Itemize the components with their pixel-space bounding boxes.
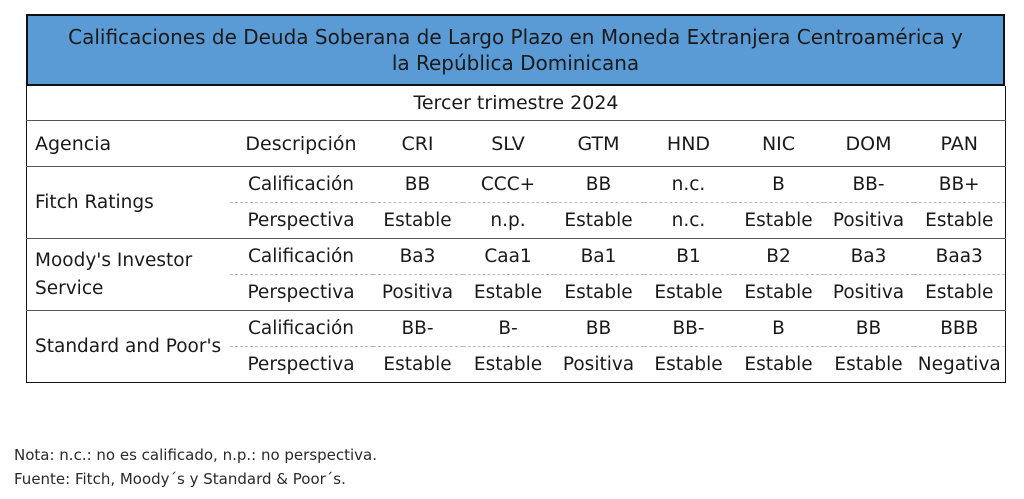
rating-cell: Estable <box>462 274 554 311</box>
rating-cell: B2 <box>733 238 824 275</box>
rating-cell: Ba3 <box>372 238 463 275</box>
rating-cell: Positiva <box>553 346 644 383</box>
rating-cell: CCC+ <box>462 166 554 203</box>
rating-cell: B <box>733 310 824 347</box>
rating-cell: Negativa <box>913 346 1006 383</box>
header-country: DOM <box>823 120 914 167</box>
header-country: CRI <box>372 120 463 167</box>
header-country: SLV <box>462 120 554 167</box>
row-description: Calificación <box>229 166 373 203</box>
ratings-body: Fitch Ratings Calificación BB CCC+ BB n.c. B BB… <box>26 166 1006 383</box>
row-description: Perspectiva <box>229 274 373 311</box>
header-country: PAN <box>913 120 1006 167</box>
rating-cell: BB- <box>372 310 463 347</box>
rating-cell: Ba3 <box>823 238 914 275</box>
rating-cell: B <box>733 166 824 203</box>
period-label: Tercer trimestre 2024 <box>26 86 1006 121</box>
row-description: Perspectiva <box>229 346 373 383</box>
rating-cell: Positiva <box>823 274 914 311</box>
rating-cell: B- <box>462 310 554 347</box>
ratings-table-container: Calificaciones de Deuda Soberana de Larg… <box>26 14 1006 383</box>
rating-cell: n.c. <box>643 166 734 203</box>
rating-cell: Ba1 <box>553 238 644 275</box>
header-description: Descripción <box>229 120 373 167</box>
table-row: Perspectiva Positiva Estable Estable Estable… <box>27 274 1006 311</box>
table-title: Calificaciones de Deuda Soberana de Larg… <box>26 14 1005 86</box>
agency-name: Fitch Ratings <box>26 166 230 239</box>
ratings-table: Tercer trimestre 2024 Agencia Descripció… <box>26 86 1006 383</box>
rating-cell: Estable <box>372 202 463 239</box>
footnotes: Nota: n.c.: no es calificado, n.p.: no p… <box>14 443 377 491</box>
period-row: Tercer trimestre 2024 <box>26 86 1006 121</box>
row-description: Calificación <box>229 238 373 275</box>
rating-cell: Estable <box>553 202 644 239</box>
table-row: Standard and Poor's Calificación BB- B- BB BB… <box>26 310 1006 383</box>
rating-cell: Estable <box>733 274 824 311</box>
header-country: NIC <box>733 120 824 167</box>
rating-cell: BBB <box>913 310 1006 347</box>
rating-cell: Estable <box>823 346 914 383</box>
row-description: Perspectiva <box>229 202 373 239</box>
rating-cell: Estable <box>733 346 824 383</box>
header-agency: Agencia <box>26 120 230 167</box>
rating-cell: Estable <box>372 346 463 383</box>
header-country: HND <box>643 120 734 167</box>
rating-cell: Estable <box>643 346 734 383</box>
note-text: Nota: n.c.: no es calificado, n.p.: no p… <box>14 446 378 464</box>
rating-cell: Estable <box>643 274 734 311</box>
rating-cell: BB <box>372 166 463 203</box>
rating-cell: Positiva <box>372 274 463 311</box>
rating-cell: BB+ <box>913 166 1006 203</box>
table-row: Perspectiva Estable n.p. Estable n.c. Estable… <box>27 202 1006 239</box>
rating-cell: BB <box>553 310 644 347</box>
source-text: Fuente: Fitch, Moody´s y Standard & Poor… <box>14 470 346 488</box>
rating-cell: Baa3 <box>913 238 1006 275</box>
agency-name: Moody's Investor Service <box>26 238 230 311</box>
rating-cell: n.p. <box>462 202 554 239</box>
rating-cell: Caa1 <box>462 238 554 275</box>
rating-cell: BB- <box>643 310 734 347</box>
rating-cell: B1 <box>643 238 734 275</box>
rating-cell: BB <box>553 166 644 203</box>
rating-cell: BB <box>823 310 914 347</box>
table-row: Fitch Ratings Calificación BB CCC+ BB n.c. B BB… <box>26 166 1006 239</box>
rating-cell: Estable <box>913 274 1006 311</box>
row-description: Calificación <box>229 310 373 347</box>
rating-cell: n.c. <box>643 202 734 239</box>
agency-name: Standard and Poor's <box>26 310 230 383</box>
rating-cell: Estable <box>733 202 824 239</box>
rating-cell: BB- <box>823 166 914 203</box>
header-row: Agencia Descripción CRI SLV GTM HND NIC … <box>26 120 1006 167</box>
rating-cell: Estable <box>913 202 1006 239</box>
rating-cell: Positiva <box>823 202 914 239</box>
rating-cell: Estable <box>553 274 644 311</box>
rating-cell: Estable <box>462 346 554 383</box>
table-row: Perspectiva Estable Estable Positiva Estable… <box>27 346 1006 383</box>
header-country: GTM <box>553 120 644 167</box>
table-row: Moody's Investor Service Calificación Ba3 C… <box>26 238 1006 311</box>
